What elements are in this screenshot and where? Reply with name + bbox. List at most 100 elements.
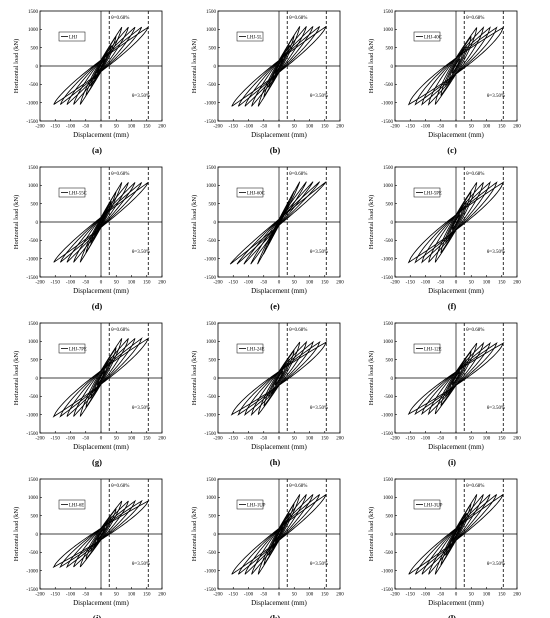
y-tick-label: -500 [29,239,39,244]
legend-box [413,31,441,42]
legend-label: LHJ-1UP [247,503,266,508]
x-tick-label: 50 [114,593,120,598]
y-tick-label: 500 [386,202,394,207]
x-tick-label: -100 [421,593,431,598]
legend: LHJ-60C [236,187,265,198]
x-tick-label: -100 [244,281,254,286]
y-tick-label: -1000 [26,413,38,418]
y-tick-label: 1000 [28,28,39,33]
panel-label: (f) [448,301,457,311]
x-tick-label: -50 [437,281,444,286]
legend: LHJ-1UP [236,499,266,510]
y-tick-label: 1000 [206,28,217,33]
x-tick-label: -50 [260,437,267,442]
y-tick-label: 500 [31,514,39,519]
hysteresis-loop [271,52,287,80]
y-tick-label: -500 [29,551,39,556]
x-tick-label: 100 [306,125,314,130]
hysteresis-loop [65,499,137,569]
y-tick-label: 0 [391,377,394,382]
drift-large-label: θ=3.50% [132,406,150,411]
legend: LHJ-5L [236,31,264,42]
hysteresis-loop [434,182,478,263]
x-axis-label: Displacement (mm) [73,599,129,607]
y-tick-label: 1500 [383,478,394,483]
x-tick-label: 200 [158,281,166,286]
y-tick-label: 1500 [28,478,39,483]
y-axis-label: Horizontal load (kN) [13,351,20,406]
x-tick-label: 100 [306,281,314,286]
y-tick-label: 1000 [383,496,394,501]
y-tick-label: -1000 [26,101,38,106]
y-tick-label: 500 [386,358,394,363]
y-axis-label: Horizontal load (kN) [368,195,375,250]
y-tick-label: 500 [209,202,217,207]
x-tick-label: 0 [455,437,458,442]
y-tick-label: -500 [384,239,394,244]
legend-label: LHJ [69,35,77,40]
y-tick-label: -1500 [26,276,38,281]
x-tick-label: -150 [406,125,416,130]
panel-label: (j) [93,613,102,618]
x-tick-label: 150 [143,281,151,286]
x-tick-label: 150 [498,281,506,286]
x-tick-label: 100 [483,281,491,286]
x-tick-label: 0 [100,281,103,286]
x-tick-label: -100 [421,125,431,130]
drift-small-label: θ=0.68% [111,484,129,489]
y-tick-label: 0 [214,65,217,70]
x-tick-label: -200 [390,593,400,598]
hysteresis-loop [53,26,149,105]
x-tick-label: 0 [100,593,103,598]
y-tick-label: 1500 [383,10,394,15]
hysteresis-loop [237,494,321,575]
legend-box [236,187,264,198]
hysteresis-loop [414,181,498,264]
hysteresis-loop [79,182,123,263]
x-tick-label: -100 [66,437,76,442]
panel-k: -200 -150 -100 -50 0 50 100 150 200-1500-1000-50… [191,478,344,618]
x-tick-label: -200 [35,281,45,286]
y-tick-label: -500 [207,83,217,88]
y-tick-label: -500 [29,395,39,400]
x-tick-label: -100 [421,281,431,286]
x-tick-label: -150 [51,281,61,286]
y-tick-label: 1000 [206,340,217,345]
hysteresis-loop [59,182,143,263]
x-tick-label: -100 [244,125,254,130]
drift-small-label: θ=0.68% [111,172,129,177]
hysteresis-curves [53,182,149,263]
x-tick-label: -100 [421,437,431,442]
hysteresis-curves [53,26,149,105]
x-axis-label: Displacement (mm) [251,443,307,451]
panel-e: -200 -150 -100 -50 0 50 100 150 200-1500-1000-50… [191,166,344,311]
y-tick-label: 1500 [383,322,394,327]
x-tick-label: 100 [483,593,491,598]
x-tick-label: 50 [469,281,475,286]
hysteresis-loop [66,338,136,417]
drift-large-label: θ=3.50% [132,94,150,99]
legend: LHJ-55C [58,187,87,198]
hysteresis-loop [408,494,504,575]
x-tick-label: 200 [336,437,344,442]
x-tick-label: 0 [100,125,103,130]
panel-h: -200 -150 -100 -50 0 50 100 150 200-1500-1000-50… [191,322,344,467]
y-tick-label: 500 [386,514,394,519]
x-tick-label: 50 [292,125,298,130]
y-tick-label: 500 [386,46,394,51]
hysteresis-loop [251,494,307,575]
panel-label: (g) [92,457,102,467]
hysteresis-loop [79,338,123,417]
y-tick-label: 500 [209,46,217,51]
hysteresis-loop [73,338,129,417]
y-axis-label: Horizontal load (kN) [368,507,375,562]
x-tick-label: 50 [292,593,298,598]
legend-box [236,31,264,42]
legend-box [236,499,264,510]
legend-box [58,31,86,42]
y-tick-label: 0 [214,221,217,226]
x-tick-label: 50 [292,437,298,442]
y-tick-label: -1000 [204,257,216,262]
x-tick-label: -50 [82,125,89,130]
x-tick-label: 150 [143,593,151,598]
